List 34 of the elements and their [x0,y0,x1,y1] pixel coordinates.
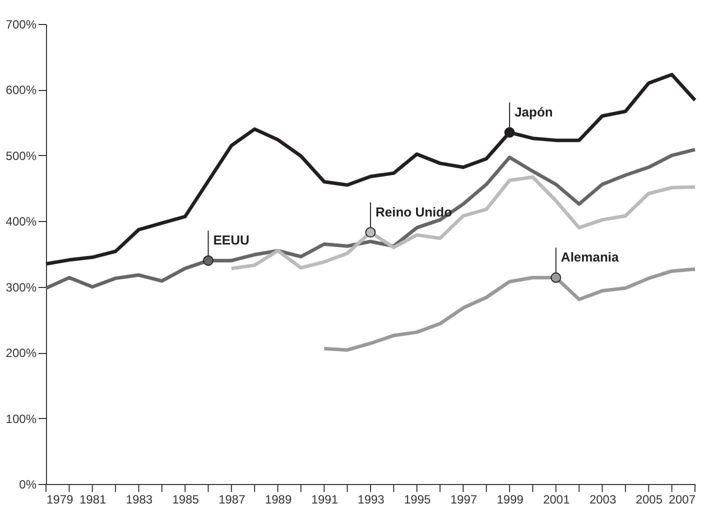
y-tick-label: 200% [6,346,37,360]
x-tick-label: 1987 [218,492,246,506]
y-tick-label: 700% [6,18,37,32]
x-tick-label: 2007 [668,492,696,506]
point [550,272,562,283]
point [504,127,515,138]
y-tick-label: 100% [6,412,37,426]
x-tick-label: 1981 [80,492,107,506]
line-series [44,148,697,290]
annotation: EEUU [213,232,250,248]
y-tick-label: 600% [6,83,37,98]
x-tick-label: 1999 [496,492,524,506]
point [203,255,214,266]
line-series [44,72,697,266]
x-tick-label: 1991 [311,492,338,506]
annotation: Japón [514,104,553,120]
x-tick-label: 2005 [636,492,663,506]
y-tick-label: 500% [6,148,37,163]
line-series [322,267,697,352]
x-tick-label: 1989 [264,492,292,506]
annotation: Alemania [560,250,620,265]
y-tick-label: 0% [19,478,37,492]
annotation: Reino Unido [376,204,452,220]
x-tick-label: 1997 [450,492,478,506]
x-tick-label: 1979 [46,492,74,506]
y-tick-label: 400% [6,214,37,229]
x-tick-label: 1983 [126,492,153,506]
point [365,227,376,238]
x-tick-label: 2003 [589,492,616,506]
x-tick-label: 1985 [172,492,200,506]
x-tick-label: 2001 [543,492,570,506]
x-tick-label: 1995 [404,492,432,506]
y-tick-label: 300% [6,280,37,294]
x-tick-label: 1993 [358,492,385,506]
